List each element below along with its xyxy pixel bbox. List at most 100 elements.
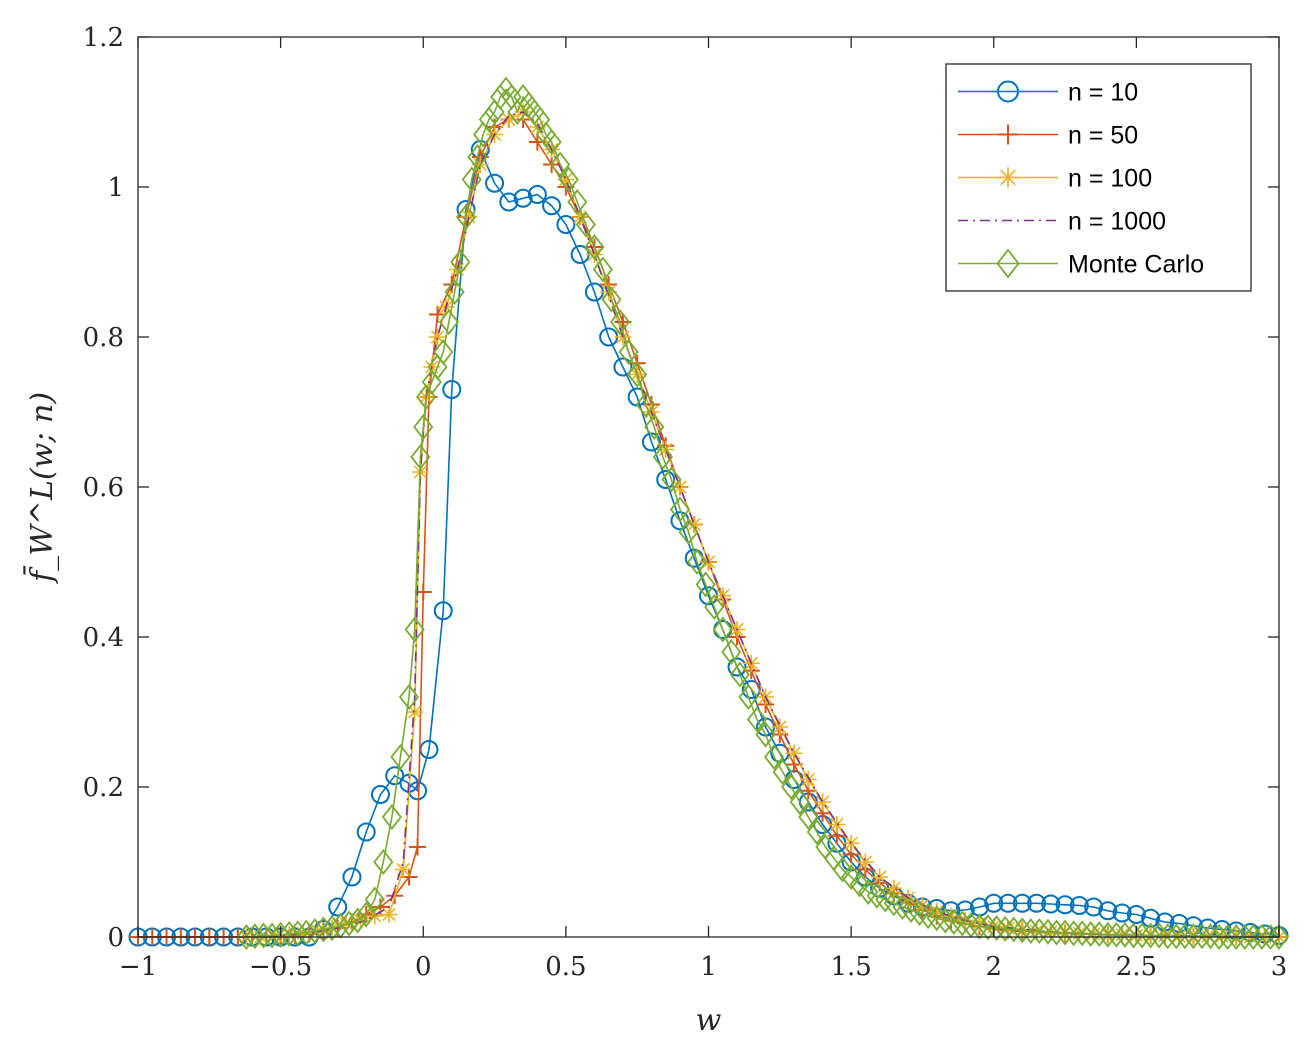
data-point	[567, 189, 588, 215]
data-point	[849, 871, 870, 898]
data-point	[404, 616, 425, 643]
data-point	[1046, 919, 1067, 946]
data-point	[601, 286, 622, 313]
y-tick-label: 0	[107, 923, 124, 953]
data-point	[685, 516, 703, 533]
legend-marker	[998, 167, 1018, 188]
data-point	[262, 922, 283, 949]
data-point	[1174, 923, 1195, 950]
data-point	[542, 196, 562, 216]
data-point	[356, 822, 376, 842]
data-point	[1098, 901, 1118, 921]
data-point	[1020, 918, 1041, 944]
data-point	[656, 470, 676, 489]
data-point	[814, 793, 832, 811]
data-point	[1191, 923, 1213, 950]
data-point	[485, 173, 505, 193]
data-point	[287, 920, 308, 947]
data-point	[995, 915, 1016, 942]
data-point	[610, 309, 631, 335]
data-point	[244, 923, 266, 950]
data-point	[1003, 916, 1024, 943]
data-point	[1226, 924, 1247, 950]
data-point	[342, 867, 362, 887]
data-point	[321, 915, 343, 941]
data-point	[977, 914, 999, 941]
data-point	[644, 414, 665, 440]
data-point	[799, 771, 817, 788]
data-point	[380, 906, 398, 923]
data-point	[373, 849, 394, 875]
data-point	[370, 785, 390, 804]
legend-label: Monte Carlo	[1068, 251, 1204, 279]
data-point	[413, 414, 434, 440]
x-tick-label: 3	[1271, 952, 1288, 982]
data-point	[513, 188, 533, 208]
data-point	[635, 391, 656, 418]
data-point	[550, 151, 571, 178]
data-point	[618, 339, 639, 365]
data-point	[926, 905, 947, 932]
legend-label: n = 10	[1068, 79, 1138, 107]
legend-label: n = 1000	[1068, 208, 1166, 236]
legend-marker	[996, 248, 1020, 279]
data-point	[253, 922, 274, 949]
data-point	[806, 819, 827, 845]
data-point	[789, 789, 810, 815]
data-point	[296, 919, 317, 946]
data-point	[746, 706, 768, 733]
data-point	[627, 361, 648, 388]
data-point	[556, 215, 576, 234]
data-point	[450, 249, 471, 275]
data-point	[738, 684, 759, 710]
data-point	[1243, 924, 1264, 950]
x-axis-label: w	[696, 1003, 722, 1038]
data-point	[339, 910, 360, 937]
data-point	[236, 924, 257, 950]
data-point	[585, 246, 603, 263]
y-tick-label: 0.2	[83, 773, 124, 803]
data-point	[270, 921, 291, 948]
legend-item: n = 1000	[958, 208, 1166, 236]
data-point	[1234, 924, 1255, 950]
data-point	[313, 916, 334, 943]
data-point	[1072, 920, 1093, 947]
data-point	[1126, 905, 1146, 924]
data-point	[1037, 918, 1059, 945]
data-point	[499, 192, 519, 212]
y-tick-label: 1	[107, 173, 124, 203]
data-point	[455, 204, 477, 230]
data-point	[394, 861, 412, 878]
x-tick-label: 2.5	[1116, 952, 1157, 982]
data-point	[328, 897, 348, 917]
data-point	[785, 744, 803, 762]
data-point	[1106, 921, 1127, 948]
data-point	[856, 853, 874, 871]
data-point	[390, 744, 411, 770]
data-point	[943, 909, 964, 935]
data-point	[541, 129, 562, 155]
data-point	[832, 856, 853, 883]
data-point	[984, 893, 1004, 913]
data-point	[1140, 922, 1161, 949]
data-point	[381, 804, 402, 830]
data-point	[885, 879, 903, 897]
data-point	[661, 466, 682, 493]
x-tick-label: −1	[119, 952, 157, 982]
data-point	[1097, 921, 1118, 948]
data-point	[781, 774, 802, 800]
data-point	[841, 864, 862, 890]
data-point	[1069, 896, 1089, 915]
data-point	[1166, 923, 1187, 950]
data-point	[1055, 895, 1075, 915]
data-point	[444, 279, 465, 305]
data-point	[575, 211, 596, 238]
data-point	[1063, 920, 1084, 947]
data-point	[1080, 921, 1101, 947]
data-point	[558, 166, 579, 193]
data-point	[687, 549, 708, 575]
y-tick-label: 0.8	[83, 323, 124, 353]
x-tick-label: −0.5	[249, 952, 312, 982]
data-point	[998, 893, 1018, 913]
